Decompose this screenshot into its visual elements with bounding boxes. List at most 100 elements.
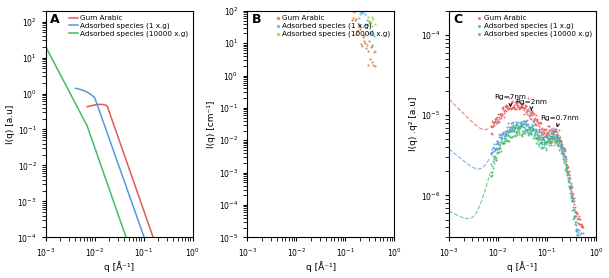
Adsorbed species (10000 x.g) (543, 136, 553, 141)
Adsorbed species (10000 x.g) (554, 141, 564, 145)
Gum Arabic (552, 135, 562, 139)
Adsorbed species (1 x.g) (499, 133, 509, 138)
Adsorbed species (10000 x.g) (577, 259, 586, 264)
Gum Arabic (543, 124, 553, 128)
Adsorbed species (10000 x.g) (367, 15, 376, 19)
Adsorbed species (1 x.g) (578, 252, 588, 256)
Adsorbed species (1 x.g) (495, 141, 504, 146)
Adsorbed species (1 x.g) (561, 166, 571, 170)
Gum Arabic (486, 124, 496, 129)
Adsorbed species (1 x.g) (529, 120, 539, 124)
Adsorbed species (1 x.g) (554, 138, 563, 142)
Gum Arabic (576, 222, 585, 226)
Gum Arabic (520, 106, 530, 111)
Adsorbed species (10000 x.g) (366, 19, 376, 24)
Gum Arabic (517, 106, 527, 110)
Adsorbed species (10000 x.g) (497, 141, 507, 145)
Adsorbed species (10000 x.g) (493, 151, 502, 155)
Adsorbed species (1 x.g) (359, 23, 369, 28)
Adsorbed species (10000 x.g) (530, 141, 540, 145)
Adsorbed species (1 x.g) (506, 129, 516, 134)
Adsorbed species (10000 x.g) (499, 141, 509, 145)
Gum Arabic (551, 129, 560, 134)
Gum Arabic (523, 106, 533, 111)
Adsorbed species (10000 x.g) (513, 128, 523, 133)
Gum Arabic (553, 133, 563, 137)
Gum Arabic (524, 109, 534, 113)
Adsorbed species (1 x.g) (554, 137, 563, 142)
Adsorbed species (10000 x.g) (556, 144, 566, 149)
Adsorbed species (1 x.g) (348, 0, 358, 1)
Adsorbed species (10000 x.g) (499, 141, 509, 146)
Adsorbed species (10000 x.g) (509, 123, 519, 128)
Adsorbed species (1 x.g) (576, 246, 586, 250)
Gum Arabic (562, 165, 572, 170)
Adsorbed species (1 x.g) (494, 135, 504, 140)
Gum Arabic (512, 99, 521, 104)
Adsorbed species (10000 x.g) (520, 130, 530, 135)
Adsorbed species (1 x.g) (560, 152, 569, 156)
Adsorbed species (1 x.g) (497, 132, 507, 136)
Adsorbed species (1 x.g) (513, 120, 523, 124)
Gum Arabic (552, 133, 561, 137)
Gum Arabic (510, 107, 520, 111)
Adsorbed species (10000 x.g) (575, 252, 585, 257)
Adsorbed species (1 x.g) (540, 141, 550, 145)
Adsorbed species (1 x.g) (576, 232, 585, 236)
Adsorbed species (1 x.g) (574, 233, 583, 237)
Adsorbed species (1 x.g) (507, 129, 516, 134)
Adsorbed species (1 x.g) (364, 19, 374, 24)
Gum Arabic (540, 128, 550, 133)
Adsorbed species (1 x.g) (537, 136, 546, 140)
Adsorbed species (1 x.g) (574, 241, 584, 245)
Gum Arabic (522, 108, 532, 113)
Gum Arabic (559, 146, 569, 150)
Adsorbed species (1 x.g) (561, 162, 571, 166)
Adsorbed species (10000 x.g) (501, 133, 511, 137)
Gum Arabic (353, 29, 362, 34)
Gum Arabic (564, 173, 574, 177)
Adsorbed species (10000 x.g) (517, 132, 527, 136)
Adsorbed species (10000 x.g) (533, 135, 543, 140)
Gum Arabic (345, 2, 355, 6)
Adsorbed species (1 x.g) (532, 130, 541, 134)
Gum Arabic (497, 106, 507, 111)
Gum Arabic (519, 106, 529, 111)
Adsorbed species (1 x.g) (364, 23, 373, 28)
Adsorbed species (10000 x.g) (576, 251, 585, 255)
Adsorbed species (10000 x.g) (526, 131, 535, 135)
Adsorbed species (10000 x.g) (525, 126, 535, 130)
Gum Arabic (557, 145, 566, 149)
Adsorbed species (10000 x.g) (510, 126, 519, 131)
Adsorbed species (1 x.g) (492, 139, 502, 144)
Adsorbed species (1 x.g) (533, 136, 543, 140)
Adsorbed species (1 x.g) (564, 183, 574, 188)
Gum Arabic (513, 105, 523, 110)
Adsorbed species (1 x.g) (72, 87, 79, 90)
Adsorbed species (1 x.g) (569, 208, 579, 213)
Adsorbed species (1 x.g) (522, 128, 532, 132)
Gum Arabic (358, 35, 368, 39)
Adsorbed species (1 x.g) (550, 128, 560, 133)
Gum Arabic (572, 211, 582, 215)
Adsorbed species (1 x.g) (567, 195, 577, 200)
Adsorbed species (1 x.g) (577, 248, 586, 252)
Adsorbed species (10000 x.g) (552, 139, 562, 144)
Adsorbed species (10000 x.g) (537, 136, 547, 140)
Adsorbed species (1 x.g) (576, 246, 585, 250)
Adsorbed species (10000 x.g) (542, 140, 552, 144)
Gum Arabic (540, 131, 549, 136)
Adsorbed species (10000 x.g) (555, 139, 565, 143)
Adsorbed species (1 x.g) (511, 122, 521, 126)
Adsorbed species (10000 x.g) (539, 144, 549, 148)
Adsorbed species (1 x.g) (571, 226, 580, 231)
Adsorbed species (1 x.g) (561, 155, 571, 160)
Line: Adsorbed species (10000 x.g): Adsorbed species (10000 x.g) (46, 47, 178, 278)
Adsorbed species (1 x.g) (493, 142, 503, 146)
Gum Arabic (518, 101, 528, 105)
Adsorbed species (10000 x.g) (85, 129, 93, 132)
Adsorbed species (10000 x.g) (547, 137, 557, 141)
Adsorbed species (1 x.g) (368, 43, 378, 48)
Adsorbed species (1 x.g) (537, 140, 546, 145)
Adsorbed species (1 x.g) (555, 137, 565, 141)
